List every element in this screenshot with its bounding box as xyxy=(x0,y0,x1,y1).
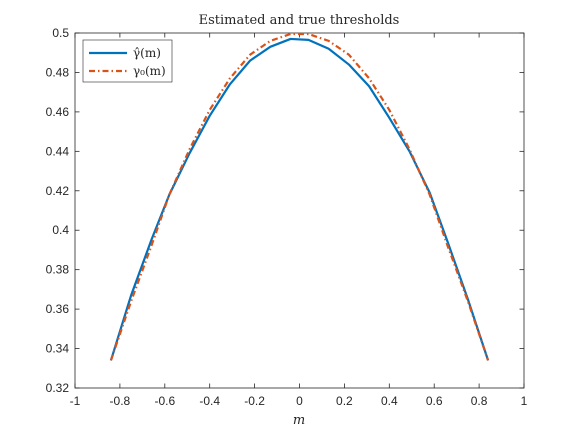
x-axis-label: m xyxy=(293,413,305,428)
y-tick-label: 0.34 xyxy=(46,342,70,356)
x-tick-label: 1 xyxy=(521,394,528,408)
series-line-true xyxy=(109,32,490,361)
axis-ticks: -1 -0.8 -0.6 -0.4 -0.2 0 0.2 0.4 0.6 0.8 1 0.32 0.34… xyxy=(46,26,528,408)
legend: γ̂(m) γ₀(m) xyxy=(82,39,173,83)
x-tick-label: -0.6 xyxy=(154,394,175,408)
series-lines xyxy=(109,32,490,361)
y-tick-label: 0.42 xyxy=(46,184,70,198)
plot-area xyxy=(74,32,525,389)
y-tick-label: 0.32 xyxy=(46,381,70,395)
x-tick-label: 0.8 xyxy=(471,394,488,408)
chart-title: Estimated and true thresholds xyxy=(199,13,400,28)
y-tick-label: 0.38 xyxy=(46,263,70,277)
x-tick-label: 0.6 xyxy=(426,394,443,408)
x-tick-label: -0.8 xyxy=(110,394,131,408)
y-tick-label: 0.36 xyxy=(46,302,70,316)
y-tick-label: 0.46 xyxy=(46,105,70,119)
x-tick-label: -0.2 xyxy=(244,394,265,408)
x-tick-label: 0 xyxy=(296,394,303,408)
y-tick-label: 0.5 xyxy=(52,26,69,40)
x-tick-label: -0.4 xyxy=(199,394,220,408)
y-tick-label: 0.48 xyxy=(46,65,70,79)
y-tick-label: 0.44 xyxy=(46,144,70,158)
legend-label-true: γ₀(m) xyxy=(133,64,166,78)
legend-label-estimated: γ̂(m) xyxy=(133,46,161,60)
y-tick-label: 0.4 xyxy=(52,223,69,237)
x-tick-label: -1 xyxy=(70,394,81,408)
x-tick-label: 0.2 xyxy=(336,394,353,408)
legend-box xyxy=(82,39,173,83)
series-line-estimated xyxy=(109,37,490,361)
x-tick-label: 0.4 xyxy=(381,394,398,408)
